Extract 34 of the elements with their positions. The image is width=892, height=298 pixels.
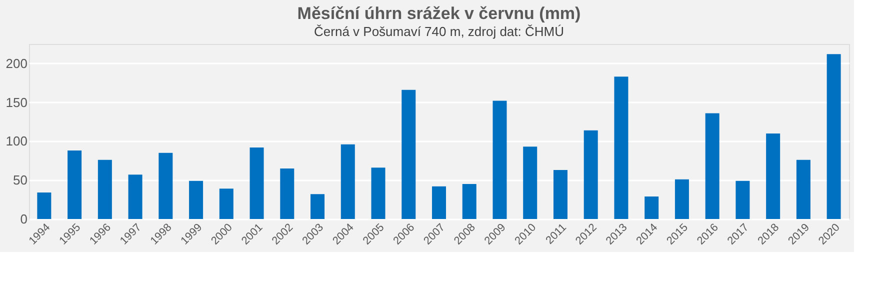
bar xyxy=(644,196,659,219)
y-tick-label: 50 xyxy=(13,172,28,188)
bar xyxy=(280,168,294,219)
bar xyxy=(584,130,598,219)
bar xyxy=(340,144,355,219)
bar xyxy=(68,150,82,219)
bar xyxy=(250,147,264,219)
bar xyxy=(766,133,780,219)
bar xyxy=(98,160,112,219)
bar xyxy=(128,174,142,219)
bar xyxy=(402,90,416,219)
bar xyxy=(674,179,689,219)
bar xyxy=(736,180,750,219)
bar xyxy=(826,54,841,219)
bar xyxy=(553,170,568,219)
bar xyxy=(492,100,507,219)
bar xyxy=(523,146,538,219)
bar xyxy=(705,113,720,219)
bar xyxy=(189,180,204,219)
bar xyxy=(310,194,325,219)
bar xyxy=(219,188,234,219)
bar xyxy=(462,184,476,219)
bar xyxy=(371,168,386,219)
y-tick-label: 150 xyxy=(6,94,28,110)
y-tick-label: 200 xyxy=(6,56,28,71)
chart-subtitle: Černá v Pošumaví 740 m, zdroj dat: ČHMÚ xyxy=(314,24,564,39)
bar xyxy=(432,186,446,219)
y-tick-label: 0 xyxy=(20,212,28,226)
bar xyxy=(614,76,628,219)
bar xyxy=(158,152,173,219)
bar xyxy=(37,192,52,219)
bar xyxy=(796,160,810,219)
y-tick-label: 100 xyxy=(6,134,28,149)
chart-title: Měsíční úhrn srážek v červnu (mm) xyxy=(297,4,581,23)
